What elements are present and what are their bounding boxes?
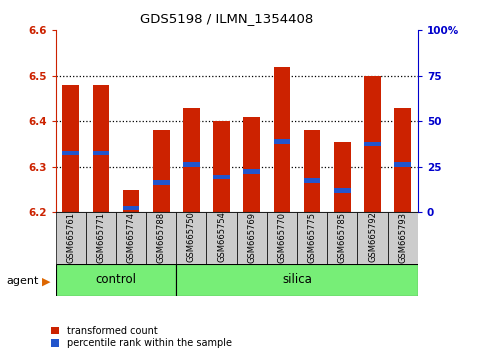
Bar <box>213 175 230 179</box>
Bar <box>334 188 351 193</box>
Text: GDS5198 / ILMN_1354408: GDS5198 / ILMN_1354408 <box>141 12 313 25</box>
Bar <box>86 212 116 264</box>
Bar <box>395 162 411 167</box>
Bar <box>274 139 290 144</box>
Bar <box>274 67 290 212</box>
Bar <box>176 264 418 296</box>
Bar <box>357 212 388 264</box>
Bar <box>116 212 146 264</box>
Bar <box>93 85 109 212</box>
Text: GSM665793: GSM665793 <box>398 212 407 263</box>
Bar <box>123 206 139 210</box>
Bar <box>267 212 297 264</box>
Text: GSM665761: GSM665761 <box>66 212 75 263</box>
Bar <box>364 142 381 146</box>
Bar <box>388 212 418 264</box>
Text: ▶: ▶ <box>42 276 50 286</box>
Text: GSM665754: GSM665754 <box>217 212 226 262</box>
Text: GSM665771: GSM665771 <box>96 212 105 263</box>
Bar <box>327 212 357 264</box>
Text: GSM665770: GSM665770 <box>277 212 286 263</box>
Legend: transformed count, percentile rank within the sample: transformed count, percentile rank withi… <box>51 326 232 348</box>
Bar <box>237 212 267 264</box>
Text: GSM665788: GSM665788 <box>156 211 166 263</box>
Text: agent: agent <box>6 276 39 286</box>
Bar <box>304 178 320 183</box>
Bar <box>334 142 351 212</box>
Bar <box>146 212 176 264</box>
Bar <box>123 190 139 212</box>
Text: GSM665769: GSM665769 <box>247 212 256 263</box>
Bar <box>62 151 79 155</box>
Bar <box>176 212 207 264</box>
Bar <box>297 212 327 264</box>
Bar <box>153 130 170 212</box>
Bar <box>243 169 260 174</box>
Bar <box>93 151 109 155</box>
Bar <box>243 117 260 212</box>
Text: GSM665775: GSM665775 <box>308 212 317 263</box>
Bar <box>364 76 381 212</box>
Bar <box>183 108 199 212</box>
Bar <box>395 108 411 212</box>
Bar <box>207 212 237 264</box>
Bar <box>153 181 170 185</box>
Bar <box>183 162 199 167</box>
Bar <box>304 130 320 212</box>
Text: GSM665792: GSM665792 <box>368 212 377 262</box>
Text: GSM665750: GSM665750 <box>187 212 196 262</box>
Bar <box>56 264 176 296</box>
Bar <box>56 212 86 264</box>
Text: silica: silica <box>282 273 312 286</box>
Bar <box>213 121 230 212</box>
Text: GSM665785: GSM665785 <box>338 212 347 263</box>
Text: GSM665774: GSM665774 <box>127 212 136 263</box>
Bar <box>62 85 79 212</box>
Text: control: control <box>96 273 136 286</box>
